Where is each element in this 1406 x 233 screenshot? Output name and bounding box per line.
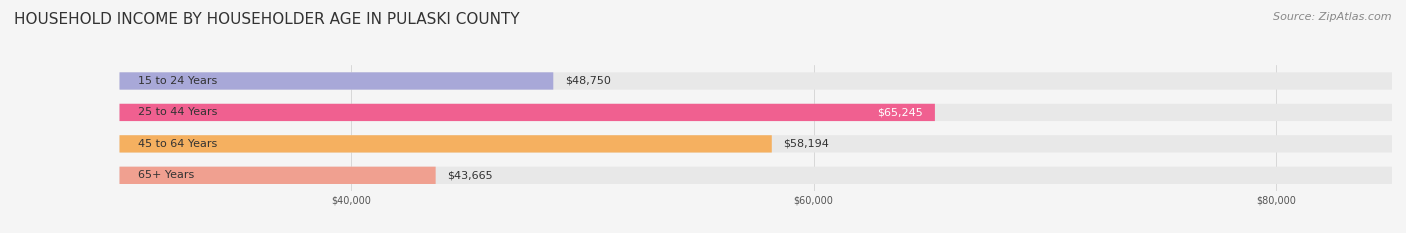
Text: 15 to 24 Years: 15 to 24 Years [138,76,218,86]
FancyBboxPatch shape [120,104,935,121]
FancyBboxPatch shape [120,135,1392,153]
FancyBboxPatch shape [120,167,1392,184]
Text: $58,194: $58,194 [783,139,830,149]
FancyBboxPatch shape [120,72,1392,90]
Text: 65+ Years: 65+ Years [138,170,194,180]
Text: 25 to 44 Years: 25 to 44 Years [138,107,218,117]
FancyBboxPatch shape [120,72,554,90]
Text: $48,750: $48,750 [565,76,610,86]
FancyBboxPatch shape [120,167,436,184]
Text: 45 to 64 Years: 45 to 64 Years [138,139,218,149]
Text: HOUSEHOLD INCOME BY HOUSEHOLDER AGE IN PULASKI COUNTY: HOUSEHOLD INCOME BY HOUSEHOLDER AGE IN P… [14,12,520,27]
Text: Source: ZipAtlas.com: Source: ZipAtlas.com [1274,12,1392,22]
FancyBboxPatch shape [120,104,1392,121]
Text: $65,245: $65,245 [877,107,924,117]
FancyBboxPatch shape [120,135,772,153]
Text: $43,665: $43,665 [447,170,494,180]
